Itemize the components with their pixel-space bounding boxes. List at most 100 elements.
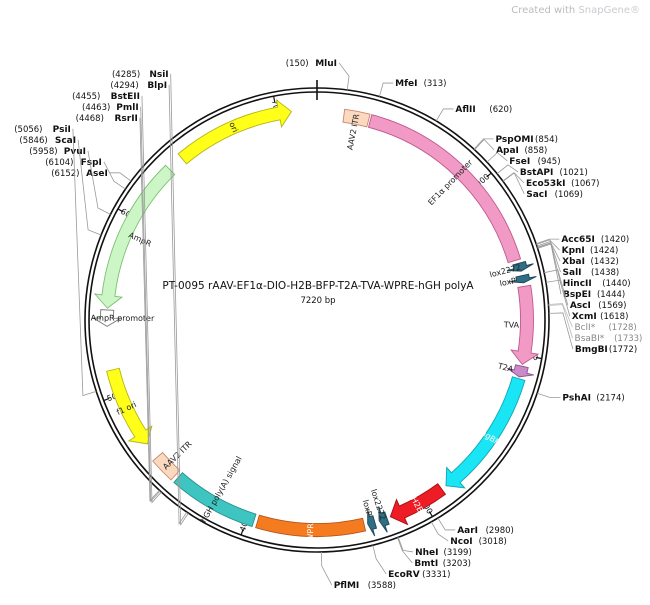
site-bsteii[interactable]: BstEII (4455) (72, 92, 162, 504)
feature-wpre[interactable]: WPRE (255, 514, 367, 542)
site-position: (1067) (571, 179, 599, 189)
feature-aav2-itr-top-shape[interactable] (342, 108, 371, 128)
site-position: (1069) (555, 190, 583, 200)
site-acc65i[interactable]: Acc65I (1420) (535, 235, 629, 245)
feature-ampr-promoter[interactable]: AmpR promoter (91, 309, 155, 327)
site-leader-line (140, 106, 161, 503)
site-fspi[interactable]: FspI (6104) (45, 158, 126, 190)
site-position: (1444) (597, 290, 625, 300)
site-leader-line (548, 303, 573, 328)
site-position: (1440) (602, 279, 630, 289)
site-saci[interactable]: SacI (1069) (502, 172, 583, 200)
site-xbai[interactable]: XbaI (1432) (536, 241, 619, 268)
feature-h2b[interactable]: H2B (389, 483, 447, 526)
site-name: NcoI (450, 537, 472, 547)
feature-f1-ori-shape[interactable] (106, 367, 153, 445)
site-psii[interactable]: PsiI (5056) (14, 125, 97, 397)
site-pspomi[interactable]: PspOMI (854) (473, 135, 558, 150)
site-kpni[interactable]: KpnI (1424) (536, 239, 618, 256)
site-bcli[interactable]: BclI* (1728) (548, 303, 637, 334)
site-fsei[interactable]: FseI (945) (486, 152, 561, 167)
site-apai[interactable]: ApaI (858) (474, 138, 548, 156)
site-name: ApaI (496, 146, 519, 156)
feature-loxp-top[interactable]: loxP (499, 273, 537, 288)
site-pshai[interactable]: PshAI (2174) (537, 392, 625, 404)
site-pmli[interactable]: PmlI (4463) (82, 103, 161, 503)
feature-ampr-shape[interactable] (93, 164, 176, 309)
feature-ampr-label: AmpR (127, 231, 153, 249)
site-mfei[interactable]: MfeI (313) (379, 79, 447, 97)
feature-ori-shape[interactable] (177, 98, 293, 165)
feature-lox2272-bottom-shape[interactable] (378, 506, 390, 533)
site-name: PsiI (53, 125, 71, 135)
site-leader-line (437, 517, 456, 531)
site-position: (3588) (368, 581, 396, 591)
site-leader-line (548, 312, 574, 350)
feature-h2b-shape[interactable] (389, 483, 447, 526)
site-bsabi[interactable]: BsaBI* (1733) (548, 304, 643, 345)
feature-tagbfp[interactable]: TagBFP (445, 376, 526, 489)
feature-hgh-polya-shape[interactable] (173, 472, 257, 528)
feature-t2a[interactable]: T2A (496, 361, 534, 378)
site-mlui[interactable]: MluI (150) (286, 59, 350, 91)
site-position: (1021) (560, 168, 588, 178)
site-scai[interactable]: ScaI (5846) (19, 136, 102, 236)
site-ecorv[interactable]: EcoRV (3331) (372, 545, 451, 580)
site-name: BmtI (414, 559, 438, 569)
site-sali[interactable]: SalI (1438) (537, 242, 619, 278)
site-pvui[interactable]: PvuI (5958) (29, 147, 111, 215)
feature-loxp-top-shape[interactable] (509, 273, 537, 284)
site-bstapi[interactable]: BstAPI (1021) (496, 164, 588, 178)
site-pflmi[interactable]: PflMI (3588) (321, 551, 396, 591)
site-nsii[interactable]: NsiI (4285) (112, 70, 189, 527)
site-rsrii[interactable]: RsrII (4468) (76, 114, 160, 502)
feature-t2a-shape[interactable] (507, 364, 534, 378)
feature-aav2-itr-top[interactable]: AAV2 ITR (342, 108, 371, 151)
tick-6000 (117, 208, 124, 213)
site-position: (150) (286, 59, 309, 69)
feature-aav2-itr-bottom-shape[interactable] (152, 451, 181, 481)
site-position: (1438) (591, 268, 619, 278)
feature-ef1a-promoter-shape[interactable] (367, 114, 522, 264)
feature-loxp-bottom-shape[interactable] (367, 509, 378, 537)
site-eco53ki[interactable]: Eco53kI (1067) (502, 172, 600, 189)
feature-t2a-label: T2A (496, 361, 515, 374)
site-bmti[interactable]: BmtI (3203) (397, 537, 471, 569)
site-position: (313) (424, 79, 447, 89)
feature-loxp-bottom[interactable]: loxP (361, 499, 378, 537)
site-leader-line (537, 392, 561, 399)
feature-ori[interactable]: ori (177, 98, 293, 165)
site-nhei[interactable]: NheI (3199) (397, 537, 472, 558)
feature-ampr-promoter-shape[interactable] (91, 309, 123, 327)
site-position: (4285) (112, 70, 140, 80)
site-name: BsaBI* (575, 334, 605, 344)
site-blpi[interactable]: BlpI (4294) (110, 81, 188, 525)
site-name: NheI (415, 548, 438, 558)
feature-tagbfp-shape[interactable] (445, 376, 526, 489)
site-leader-line (545, 279, 571, 317)
site-position: (3199) (444, 548, 472, 558)
feature-wpre-shape[interactable] (255, 514, 367, 537)
site-leader-line (397, 537, 413, 564)
tick-7000 (273, 96, 276, 103)
site-asci[interactable]: AscI (1569) (544, 269, 626, 311)
feature-tva[interactable]: TVA (503, 284, 540, 366)
site-aari[interactable]: AarI (2980) (437, 517, 514, 536)
restriction-sites: MfeI (313)AflII (620)PspOMI (854)ApaI (858)F… (14, 59, 642, 591)
site-bspei[interactable]: BspEI (1444) (537, 243, 626, 300)
feature-lox2272-top-shape[interactable] (506, 260, 534, 272)
feature-f1-ori[interactable]: f1 ori (106, 367, 153, 445)
site-leader-line (321, 551, 333, 586)
site-bmgbi[interactable]: BmgBI (1772) (548, 312, 637, 355)
feature-tva-shape[interactable] (510, 284, 540, 366)
site-ncoi[interactable]: NcoI (3018) (430, 521, 507, 547)
site-leader-line (109, 172, 132, 182)
site-aflii[interactable]: AflII (620) (435, 105, 512, 122)
site-xcmi[interactable]: XcmI (1618) (545, 279, 628, 322)
site-name: AflII (455, 105, 475, 115)
site-position: (858) (524, 146, 547, 156)
feature-aav2-itr-bottom[interactable]: AAV2 ITR (152, 439, 194, 481)
site-name: BlpI (147, 81, 167, 91)
site-asei[interactable]: AseI (6152) (51, 169, 132, 182)
site-leader-line (338, 62, 350, 91)
